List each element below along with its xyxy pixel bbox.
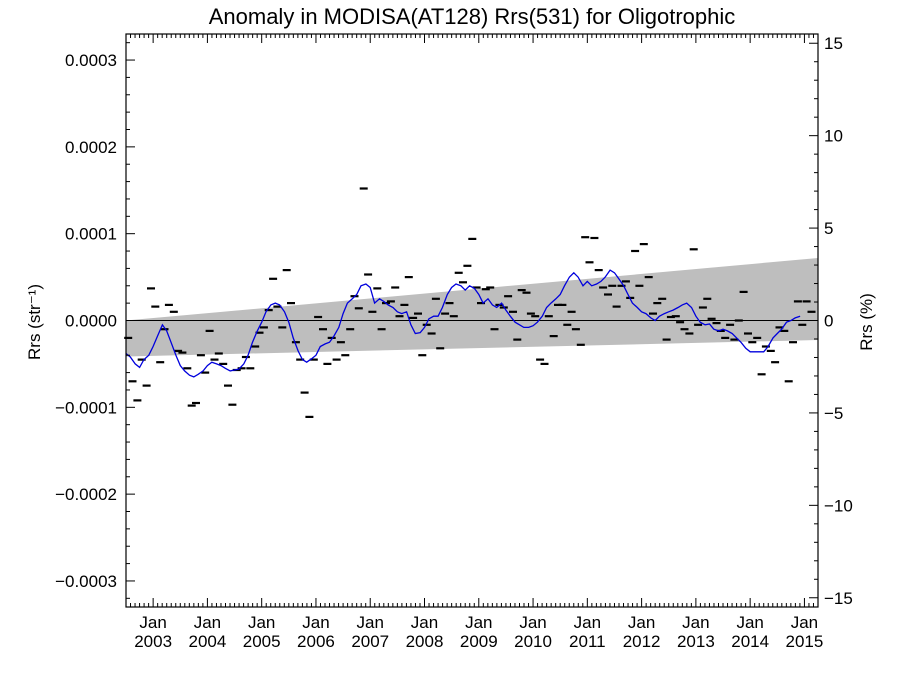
x-tick-year: 2014 — [731, 632, 769, 651]
plot-area — [124, 33, 819, 608]
trend-band — [126, 258, 818, 357]
axis-ticks: Jan2003Jan2004Jan2005Jan2006Jan2007Jan20… — [55, 34, 853, 651]
x-tick-month: Jan — [791, 613, 818, 632]
x-tick-month: Jan — [574, 613, 601, 632]
x-tick-month: Jan — [465, 613, 492, 632]
y-tick-label-right: 15 — [824, 34, 843, 53]
x-tick-year: 2008 — [406, 632, 444, 651]
x-tick-month: Jan — [628, 613, 655, 632]
x-tick-month: Jan — [357, 613, 384, 632]
y-axis-label-right: Rrs (%) — [857, 293, 876, 351]
x-tick-year: 2003 — [134, 632, 172, 651]
x-tick-month: Jan — [519, 613, 546, 632]
x-tick-year: 2007 — [351, 632, 389, 651]
y-tick-label-right: 0 — [824, 312, 833, 331]
chart-title: Anomaly in MODISA(AT128) Rrs(531) for Ol… — [209, 4, 736, 29]
y-tick-label-left: 0.0002 — [65, 138, 117, 157]
y-tick-label-left: 0.0003 — [65, 51, 117, 70]
y-axis-label-left: Rrs (str⁻¹) — [25, 284, 44, 360]
y-tick-label-left: 0.0000 — [65, 312, 117, 331]
x-tick-month: Jan — [411, 613, 438, 632]
y-tick-label-left: 0.0001 — [65, 225, 117, 244]
x-tick-month: Jan — [139, 613, 166, 632]
x-tick-year: 2005 — [243, 632, 281, 651]
x-tick-month: Jan — [736, 613, 763, 632]
y-tick-label-right: 10 — [824, 127, 843, 146]
x-tick-month: Jan — [248, 613, 275, 632]
x-tick-year: 2012 — [623, 632, 661, 651]
x-tick-year: 2011 — [569, 632, 606, 651]
x-tick-year: 2010 — [514, 632, 552, 651]
x-tick-year: 2004 — [188, 632, 226, 651]
y-tick-label-right: −15 — [824, 589, 853, 608]
x-tick-year: 2015 — [786, 632, 824, 651]
x-tick-month: Jan — [682, 613, 709, 632]
x-tick-year: 2006 — [297, 632, 335, 651]
y-tick-label-right: 5 — [824, 219, 833, 238]
smoothed-line — [125, 269, 801, 378]
y-tick-label-left: −0.0001 — [55, 398, 117, 417]
x-tick-year: 2009 — [460, 632, 498, 651]
y-tick-label-left: −0.0003 — [55, 572, 117, 591]
x-tick-year: 2013 — [677, 632, 715, 651]
y-tick-label-right: −5 — [824, 404, 843, 423]
y-tick-label-left: −0.0002 — [55, 485, 117, 504]
x-tick-month: Jan — [194, 613, 221, 632]
y-tick-label-right: −10 — [824, 496, 853, 515]
x-tick-month: Jan — [302, 613, 329, 632]
